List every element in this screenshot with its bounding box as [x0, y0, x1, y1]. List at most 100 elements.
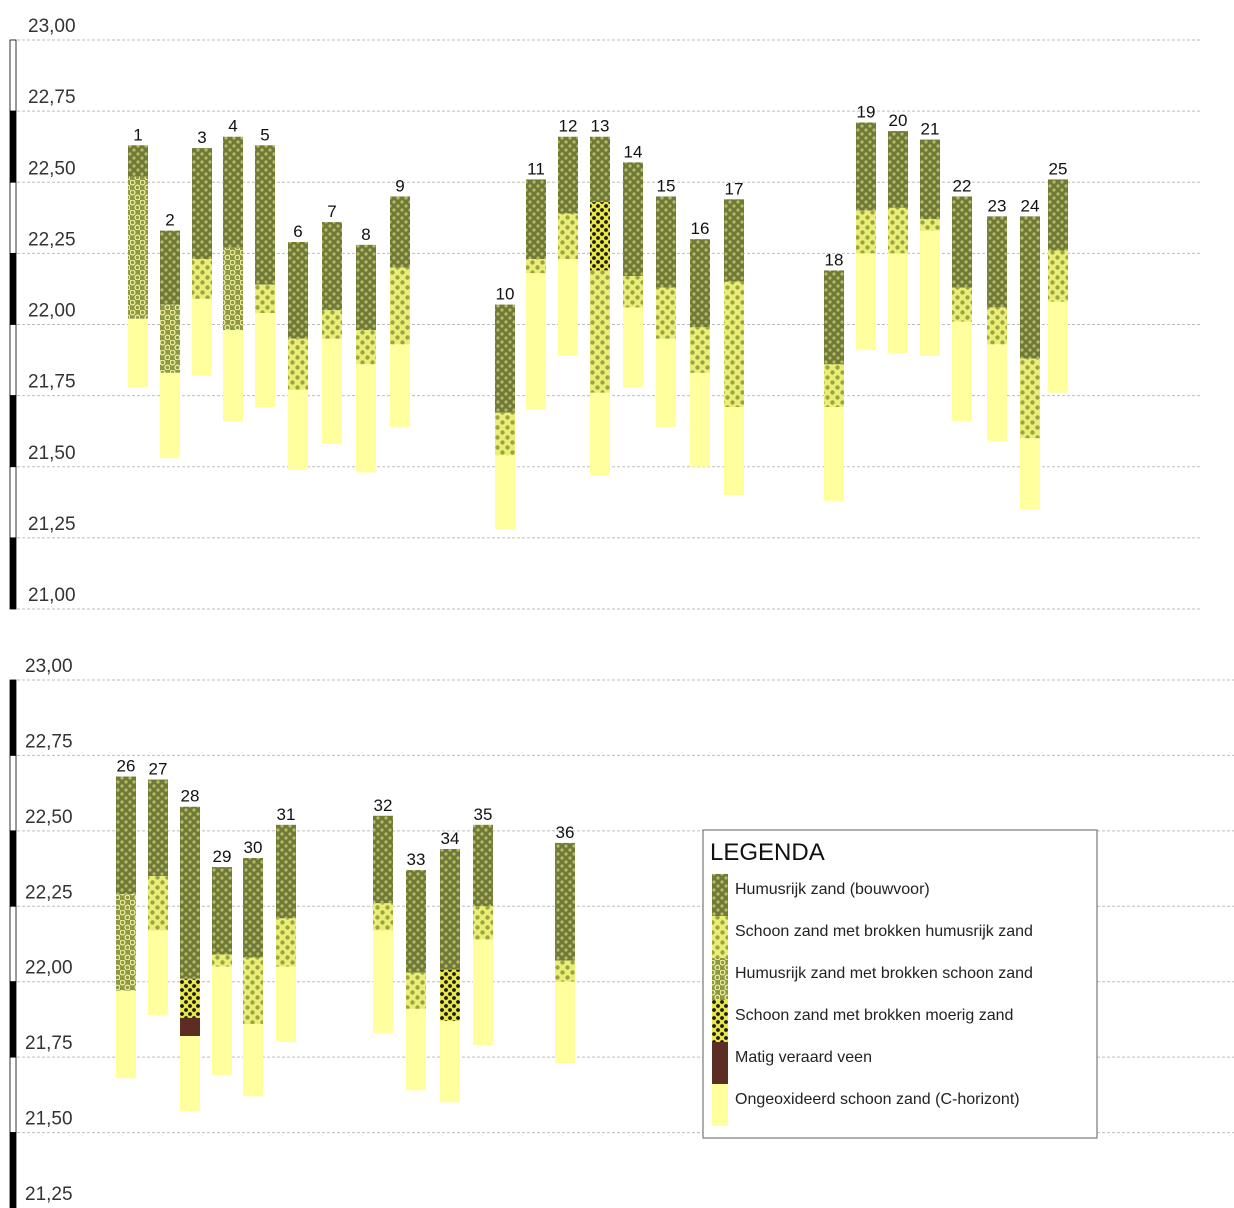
- bore-layer-HB: [223, 247, 243, 331]
- bore-9: 9: [390, 176, 410, 427]
- chart-panel-bottom: 23,00 22,75 22,50 22,25 22,00 21,75 21,50 21,25…: [9, 656, 1234, 1208]
- bore-layer-H: [406, 870, 426, 973]
- bore-layer-H: [623, 162, 643, 277]
- scale-ruler-segment: [9, 39, 17, 112]
- bore-layer-MB: [440, 969, 460, 1021]
- bore-33: 33: [406, 850, 426, 1091]
- bore-layer-SB: [192, 259, 212, 299]
- bore-label: 29: [213, 847, 232, 866]
- y-tick-label: 22,25: [28, 229, 76, 250]
- legend-item-label: Humusrijk zand met brokken schoon zand: [735, 965, 1033, 982]
- bore-label: 36: [556, 823, 575, 842]
- legend: LEGENDA Humusrijk zand (bouwvoor) Schoon z…: [702, 829, 1098, 1139]
- bore-layer-H: [223, 136, 243, 248]
- bore-2: 2: [160, 211, 180, 459]
- bore-label: 28: [181, 787, 200, 806]
- bore-10: 10: [495, 285, 515, 530]
- bore-5: 5: [255, 125, 275, 408]
- legend-title: LEGENDA: [710, 839, 825, 866]
- y-tick-label: 22,50: [28, 158, 76, 179]
- bore-layer-HB: [116, 894, 136, 991]
- bore-36: 36: [555, 823, 575, 1064]
- bore-layer-H: [440, 848, 460, 970]
- bore-label: 34: [441, 829, 460, 848]
- bore-layer-SB: [952, 287, 972, 322]
- bore-14: 14: [623, 142, 643, 388]
- bore-18: 18: [824, 250, 844, 501]
- scale-ruler-segment: [9, 110, 17, 183]
- scale-ruler-segment: [9, 679, 17, 756]
- bore-layer-V: [180, 1017, 200, 1037]
- bore-layer-C: [243, 1023, 263, 1097]
- bore-layer-C: [558, 259, 578, 356]
- bore-21: 21: [920, 120, 940, 356]
- bore-layer-H: [356, 244, 376, 331]
- bore-label: 31: [277, 805, 296, 824]
- bore-layer-C: [223, 330, 243, 422]
- bore-label: 35: [474, 805, 493, 824]
- legend-item-label: Humusrijk zand (bouwvoor): [735, 881, 930, 898]
- y-tick-label: 22,50: [25, 807, 73, 828]
- bore-layer-SB: [473, 906, 493, 940]
- bore-layer-SB: [1048, 250, 1068, 302]
- y-tick-label: 21,50: [25, 1109, 73, 1130]
- bore-31: 31: [276, 805, 296, 1043]
- bore-layer-SB: [1020, 358, 1040, 439]
- bore-layer-H: [656, 196, 676, 288]
- y-tick-label: 22,25: [25, 882, 73, 903]
- bore-layer-SB: [288, 338, 308, 390]
- bore-label: 22: [953, 176, 972, 195]
- bore-label: 17: [725, 179, 744, 198]
- scale-ruler-segment: [9, 1132, 17, 1208]
- bore-layer-H: [192, 148, 212, 260]
- bore-label: 14: [624, 142, 643, 161]
- bore-label: 23: [988, 196, 1007, 215]
- bore-22: 22: [952, 176, 972, 422]
- bore-layer-H: [987, 216, 1007, 308]
- bore-layer-SB: [495, 412, 515, 456]
- bore-layer-C: [180, 1036, 200, 1112]
- bore-layer-H: [690, 239, 710, 328]
- bore-layer-H: [243, 858, 263, 958]
- bore-layer-SB: [276, 918, 296, 967]
- legend-swatch-V: [712, 1042, 728, 1084]
- bore-label: 32: [374, 796, 393, 815]
- y-tick-label: 22,00: [28, 301, 76, 322]
- bore-layer-SB: [888, 207, 908, 254]
- bore-17: 17: [724, 179, 744, 496]
- legend-item-label: Schoon zand met brokken humusrijk zand: [735, 923, 1033, 940]
- bore-26: 26: [116, 757, 136, 1079]
- bore-layer-SB: [555, 960, 575, 982]
- scale-ruler-segment: [9, 905, 17, 983]
- bore-layer-H: [255, 145, 275, 285]
- scale-ruler-segment: [9, 755, 17, 832]
- bore-label: 1: [133, 125, 142, 144]
- bore-label: 5: [260, 125, 269, 144]
- bore-layer-SB: [856, 210, 876, 254]
- bore-layer-H: [888, 131, 908, 208]
- bore-layer-SB: [243, 957, 263, 1024]
- scale-ruler-segment: [9, 324, 17, 397]
- scale-ruler-segment: [9, 537, 17, 610]
- legend-swatch-H: [712, 874, 728, 916]
- bore-28: 28: [180, 787, 200, 1112]
- bore-label: 7: [327, 202, 336, 221]
- bore-layer-H: [526, 179, 546, 260]
- bore-layer-SB: [373, 903, 393, 931]
- bore-layer-H: [390, 196, 410, 268]
- legend-item-label: Matig veraard veen: [735, 1049, 872, 1066]
- bore-layer-C: [888, 253, 908, 353]
- bore-12: 12: [558, 117, 578, 356]
- bore-layer-SB: [526, 259, 546, 274]
- bore-layer-C: [288, 389, 308, 470]
- bore-layer-C: [952, 321, 972, 422]
- bore-label: 12: [559, 117, 578, 136]
- bore-label: 8: [361, 225, 370, 244]
- bore-layer-SB: [824, 364, 844, 408]
- bore-layer-H: [322, 222, 342, 311]
- bore-layer-H: [1048, 179, 1068, 251]
- bore-label: 3: [197, 128, 206, 147]
- bore-layer-C: [856, 253, 876, 351]
- bore-19: 19: [856, 103, 876, 351]
- bore-layer-C: [440, 1020, 460, 1103]
